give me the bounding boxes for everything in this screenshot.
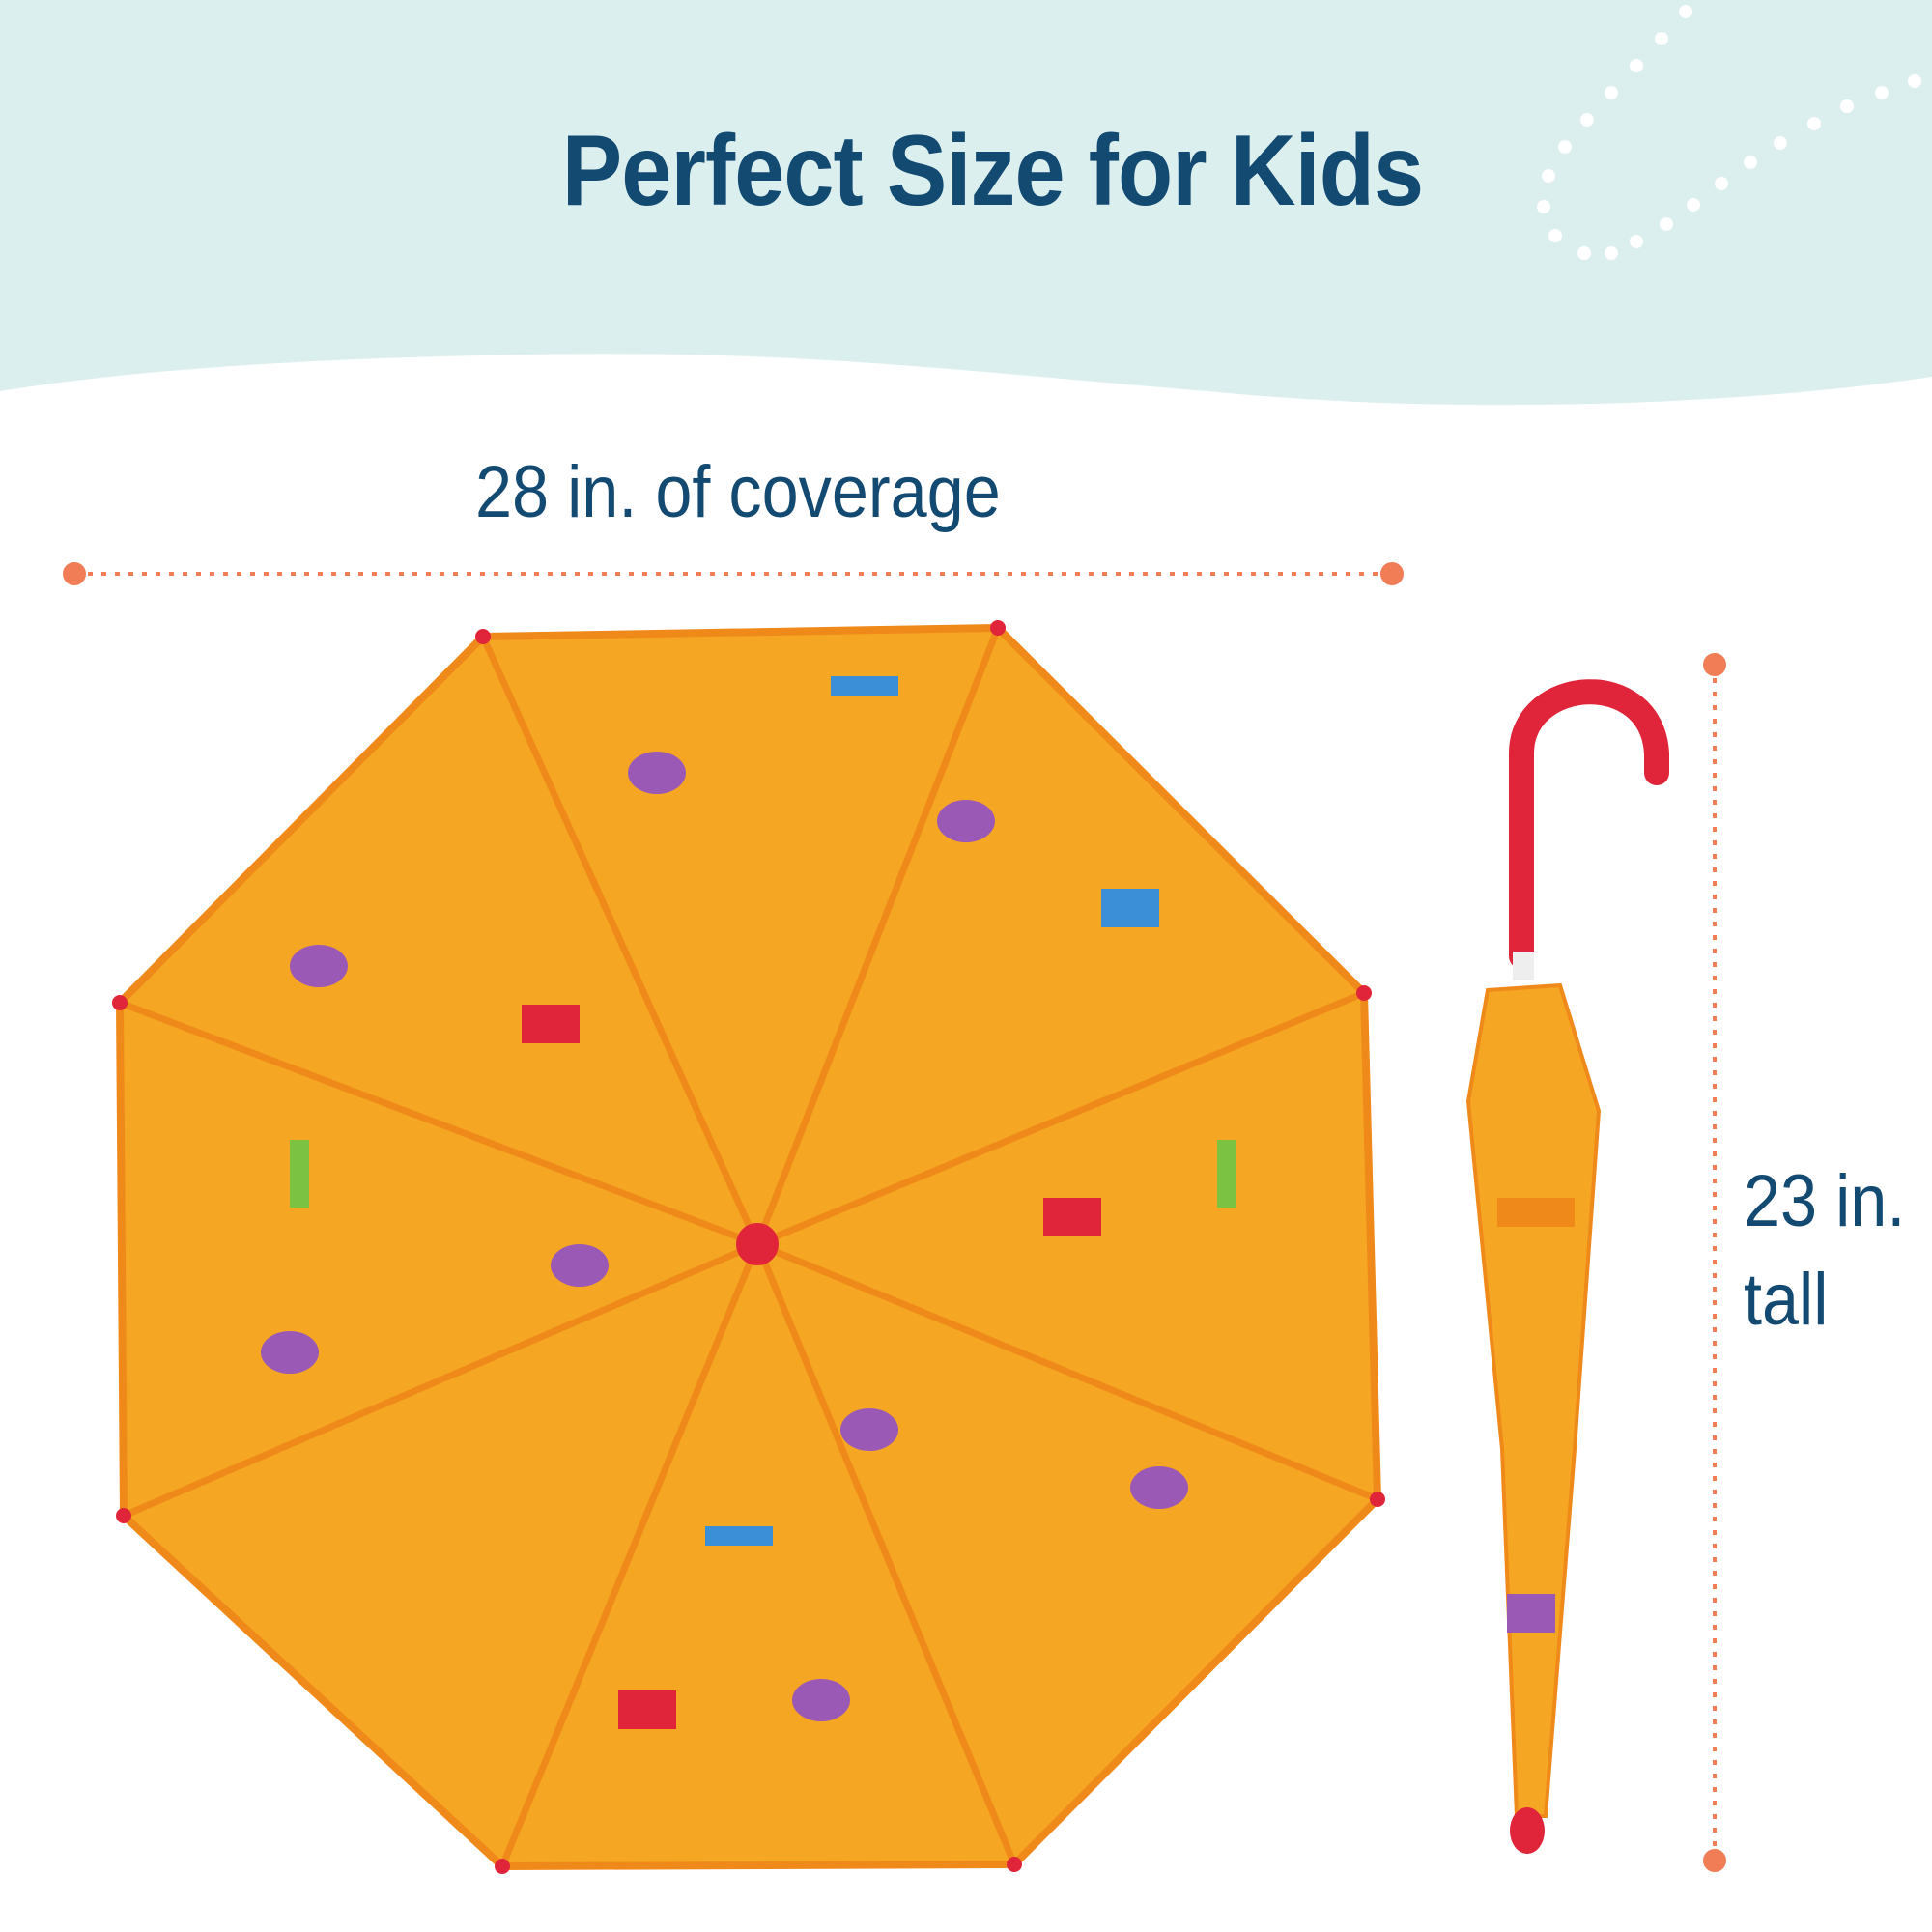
height-measure-line (1703, 653, 1726, 1872)
page-title: Perfect Size for Kids (561, 115, 1424, 227)
header-background (0, 0, 1932, 406)
closed-umbrella-image (1465, 679, 1669, 1854)
open-umbrella-image (112, 620, 1385, 1874)
height-label-unit: tall (1744, 1259, 1829, 1341)
decorative-dots (1537, 5, 1921, 260)
print-pattern (261, 676, 1236, 1729)
coverage-measure-line (63, 562, 1404, 585)
height-label: 23 in. (1744, 1160, 1906, 1242)
coverage-label: 28 in. of coverage (475, 451, 1001, 533)
